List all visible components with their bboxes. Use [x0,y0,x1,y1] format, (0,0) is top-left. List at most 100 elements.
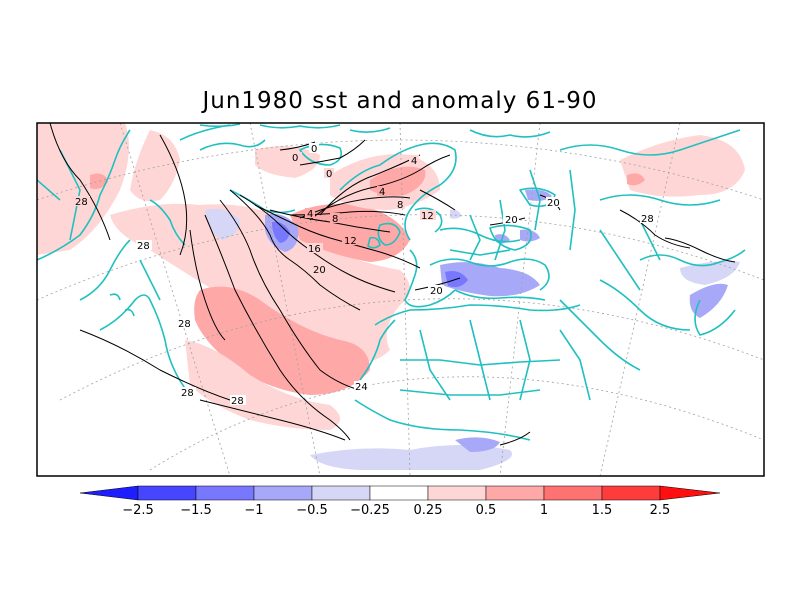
contour-label: 28 [231,396,244,407]
coastline [199,123,241,128]
contour-label: 20 [430,286,443,297]
contour-label: 4 [379,187,385,198]
colorbar-tick-label: −1 [244,503,263,518]
country-border [469,214,481,261]
colorbar-segment [253,485,313,501]
anomaly-region [110,203,410,364]
anomaly-region [689,283,728,318]
coastline [599,279,691,331]
contour-label: 28 [75,197,88,208]
coastline [519,187,556,208]
contour-label: 16 [308,244,321,255]
contour-label: 12 [421,211,434,222]
anomaly-region [130,130,180,202]
contour-label: 0 [326,169,332,180]
anomaly-shading [37,123,745,470]
coastline [149,199,186,246]
coastline [639,249,746,267]
colorbar-tick-label: −2.5 [122,503,154,518]
parallel-line [149,376,764,471]
contour-label: 4 [411,156,417,167]
contour-line [279,141,316,151]
colorbar-tick-label: 0.25 [414,503,443,518]
country-border [139,259,161,301]
coastline [124,308,135,317]
colorbar-tick-label: 1.5 [592,503,613,518]
contour-line [664,237,736,263]
anomaly-region [205,208,240,240]
coastline [37,129,131,261]
colorbar-segment [311,485,371,501]
meridian-line [119,123,231,476]
sst-contours [49,123,736,446]
colorbar-segment [485,485,545,501]
country-border [494,199,506,261]
contour-labels: 0 0 0 4 4 4 8 8 12 12 16 [74,143,656,407]
contour-line [299,196,411,219]
colorbar-arrow-high [659,485,721,501]
colorbar-segment [369,485,429,501]
contour-label: 4 [307,209,313,220]
contour-line [229,189,361,311]
contour-line [159,134,188,256]
contour-line [299,139,366,166]
anomaly-region [680,260,740,285]
anomaly-region [450,209,462,219]
contour-line [619,209,691,249]
colorbar-segment [601,485,661,501]
contour-line [254,204,421,269]
contour-label: 28 [178,319,191,330]
contour-line [499,431,531,446]
contour-label: 8 [397,200,403,211]
coastline [559,129,741,156]
country-border [37,179,61,201]
colorbar-segment [543,485,603,501]
country-border [559,329,591,401]
contour-label: 0 [311,144,317,155]
country-border [569,169,576,251]
country-border [449,249,511,256]
coastline [349,127,391,133]
coastline [694,299,736,336]
contour-label: 20 [547,198,560,209]
colorbar-tick-label: 2.5 [650,503,671,518]
contour-label: 20 [313,265,326,276]
contour-line [419,189,456,211]
meridian-line [499,123,541,476]
colorbar: −2.5 −1.5 −1 −0.5 −0.25 0.25 0.5 1 1.5 2.5 [79,485,721,518]
anomaly-region [310,445,512,470]
coastline [339,142,457,241]
colorbar-tick-label: 0.5 [476,503,497,518]
anomaly-region [620,135,745,197]
country-border [400,359,561,366]
contour-label: 8 [332,214,338,225]
coastline [469,129,551,138]
country-border [469,319,491,401]
coastline [367,236,381,249]
colorbar-tick-label: 1 [540,503,548,518]
contour-line [79,329,231,401]
contour-label: 24 [355,382,368,393]
country-border [439,227,521,243]
contour-line [309,154,451,221]
anomaly-region [185,340,340,430]
anomaly-region [37,123,129,255]
contour-line [414,277,461,291]
country-border [399,389,541,396]
colorbar-tick-label: −0.25 [350,503,390,518]
coastline [414,207,443,233]
meridian-line [599,123,681,476]
parallel-line [37,139,764,201]
contour-label: 28 [181,388,194,399]
colorbar-tick-label: −1.5 [180,503,212,518]
colorbar-arrow-low [79,485,139,501]
anomaly-region [455,437,500,452]
map-frame [36,122,765,477]
contour-label: 20 [505,215,518,226]
coastline [99,294,191,396]
coastline [359,319,396,381]
coastline [489,224,532,251]
colorbar-segment [137,485,197,501]
